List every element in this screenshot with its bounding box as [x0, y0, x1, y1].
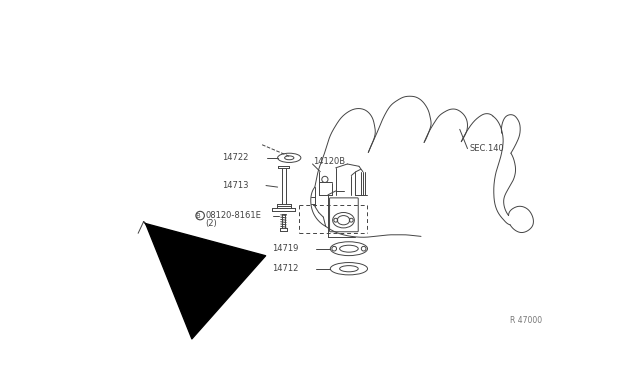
Text: 08120-8161E: 08120-8161E: [205, 211, 261, 220]
Text: B: B: [195, 212, 200, 219]
Text: FRONT: FRONT: [173, 239, 202, 263]
Text: R 47000: R 47000: [510, 316, 542, 325]
Text: 14120B: 14120B: [313, 157, 346, 166]
Text: 14719: 14719: [272, 244, 298, 253]
Text: 14713: 14713: [223, 181, 249, 190]
Text: 14712: 14712: [272, 264, 298, 273]
Text: (2): (2): [205, 219, 218, 228]
Text: 14722: 14722: [223, 153, 249, 162]
Text: SEC.140: SEC.140: [469, 144, 504, 153]
